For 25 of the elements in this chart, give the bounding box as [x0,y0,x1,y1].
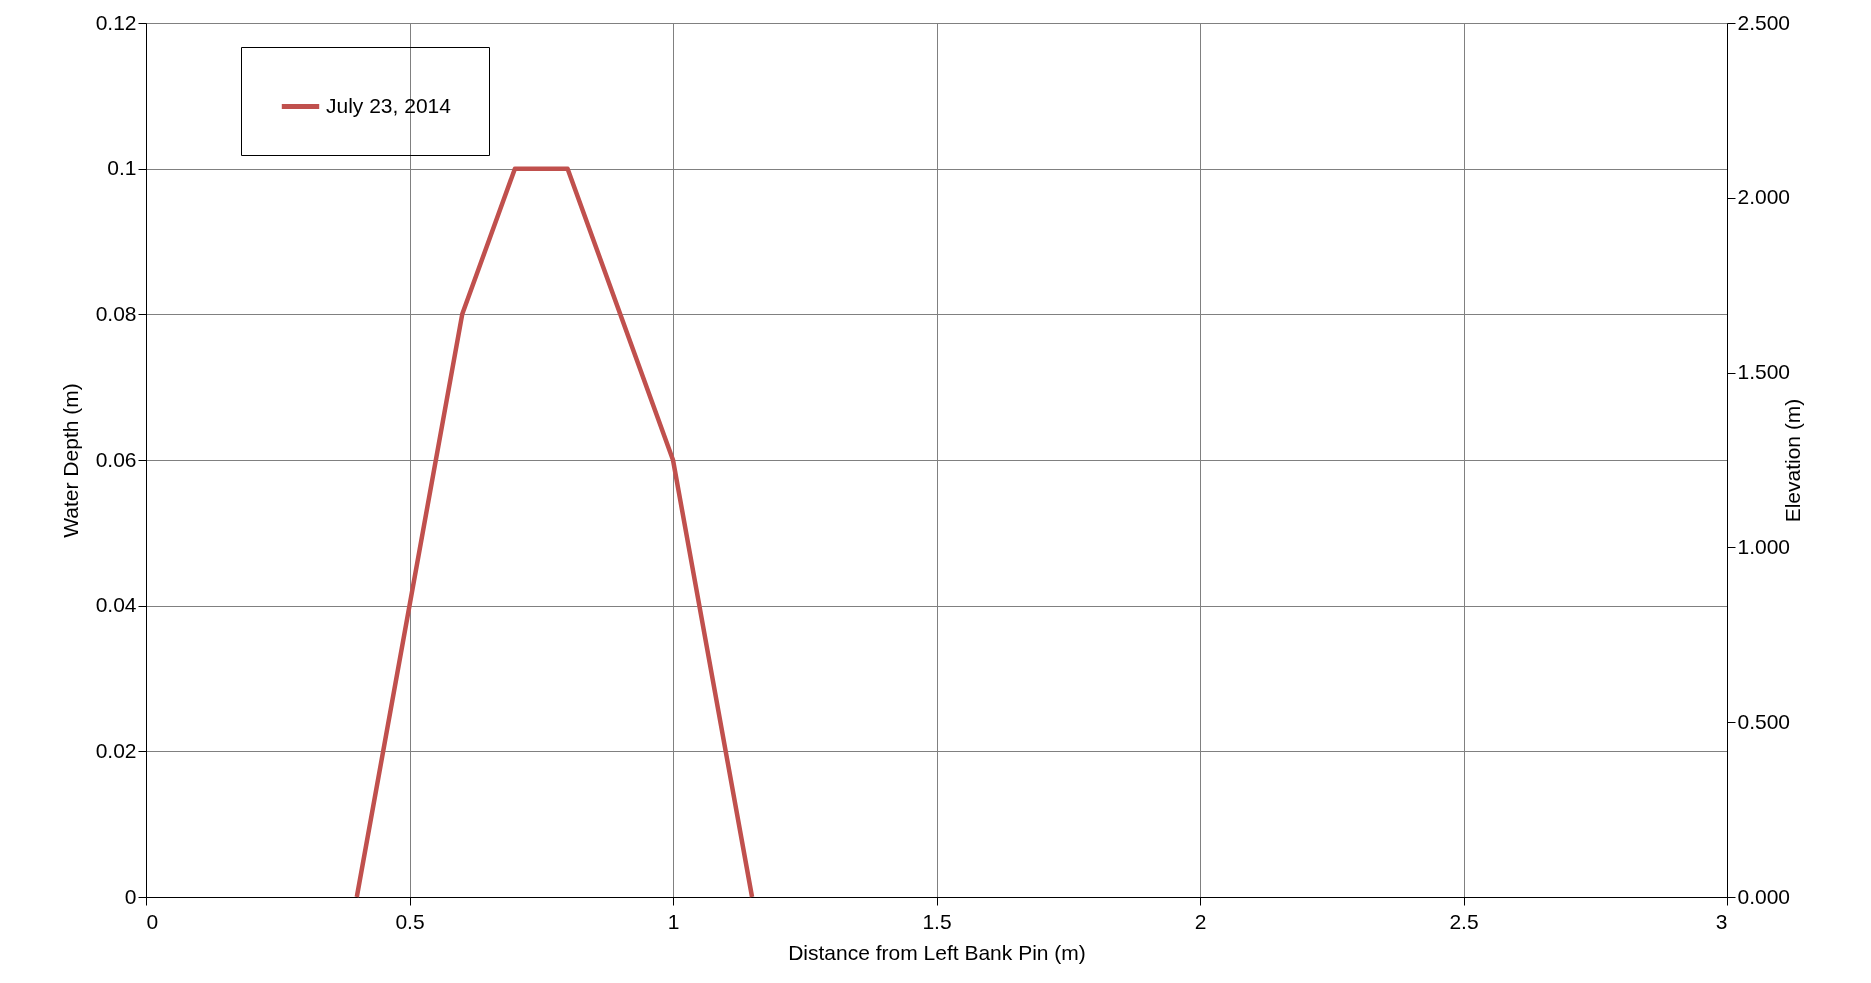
y-tick-label: 0.04 [95,593,137,617]
y-tick-label: 0.08 [95,301,137,325]
x-tick-label: 0 [146,909,159,933]
y-tick-label: 0.1 [107,156,137,180]
y2-axis-title: Elevation (m) [1781,398,1805,523]
x-axis-title: Distance from Left Bank Pin (m) [788,940,1086,964]
y2-tick-label: 0.000 [1737,884,1791,908]
y-tick-label: 0.06 [95,447,137,471]
y-tick-label: 0.12 [95,10,137,34]
x-tick-label: 1.5 [922,909,952,933]
y2-tick-label: 1.500 [1737,360,1791,384]
x-tick-label: 2 [1194,909,1207,933]
y2-tick-label: 2.500 [1737,10,1791,34]
x-tick-label: 3 [1715,909,1728,933]
legend-label: July 23, 2014 [326,93,452,117]
y2-tick-label: 2.000 [1737,185,1791,209]
x-tick-label: 1 [667,909,680,933]
y2-tick-label: 0.500 [1737,709,1791,733]
line-series [354,166,755,900]
x-tick-label: 0.5 [395,909,425,933]
y-axis-title: Water Depth (m) [58,383,82,538]
y-tick-label: 0.02 [95,738,137,762]
x-tick-label: 2.5 [1449,909,1479,933]
y2-tick-label: 1.000 [1737,534,1791,558]
y-tick-label: 0 [124,884,137,908]
